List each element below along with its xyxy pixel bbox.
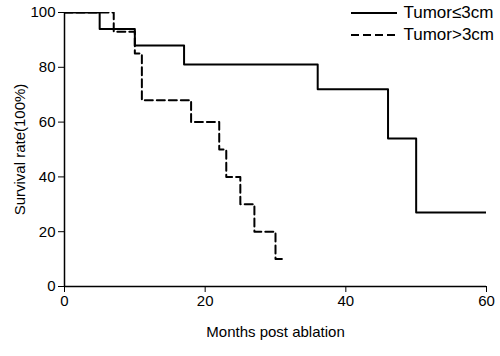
svg-text:0: 0 bbox=[60, 292, 68, 309]
svg-text:Months post ablation: Months post ablation bbox=[206, 323, 344, 340]
svg-text:60: 60 bbox=[39, 113, 56, 130]
svg-text:20: 20 bbox=[197, 292, 214, 309]
svg-text:40: 40 bbox=[39, 168, 56, 185]
html-text:Tumor>3cm: Tumor>3cm bbox=[403, 25, 494, 44]
svg-text:Survival rate(100%): Survival rate(100%) bbox=[11, 84, 28, 216]
svg-text:40: 40 bbox=[337, 292, 354, 309]
svg-text:20: 20 bbox=[39, 223, 56, 240]
html-text:Tumor≤3cm: Tumor≤3cm bbox=[403, 3, 494, 22]
svg-text:60: 60 bbox=[478, 292, 495, 309]
svg-text:80: 80 bbox=[39, 58, 56, 75]
svg-text:0: 0 bbox=[47, 277, 55, 294]
svg-text:100: 100 bbox=[30, 3, 55, 20]
